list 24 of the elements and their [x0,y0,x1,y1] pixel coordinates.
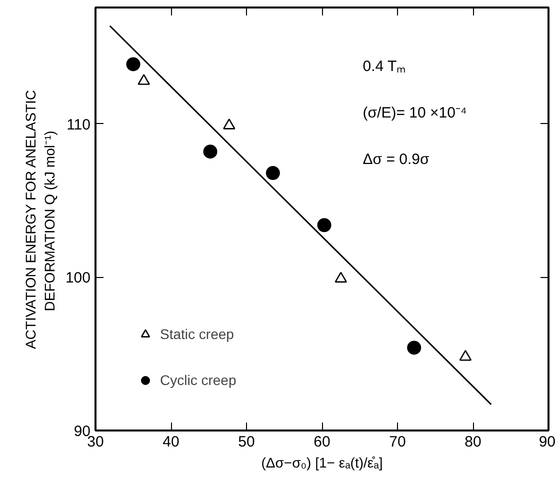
point [459,350,472,361]
legend-label: Static creep [160,326,234,342]
point [203,144,218,159]
x-tick-label: 60 [314,434,330,450]
y-axis-title: ACTIVATION ENERGY FOR ANELASTIC DEFORMATION Q (kJ mol⁻¹) [22,90,58,350]
annotation: Δσ = 0.9σ [362,151,430,168]
x-tick-label: 50 [238,434,255,450]
annotation: 0.4 Tₘ [362,58,406,76]
point [222,118,236,130]
point [407,340,422,355]
point [126,57,140,72]
y-tick-label: 100 [65,270,91,287]
annotation: (σ/E)= 10 ×10⁻⁴ [362,104,467,122]
point [138,74,150,85]
point [334,272,348,283]
x-tick-label: 40 [162,434,180,450]
legend-label: Cyclic creep [160,372,236,388]
point [317,218,332,232]
x-tick-label: 70 [389,434,406,450]
point [266,166,280,180]
x-axis-title: (Δσ−σ₀) [1− εₐ(t)/ε̊ₐ] [261,454,383,470]
y-tick-label: 110 [66,116,91,134]
x-tick-label: 80 [464,434,482,450]
x-tick-label: 90 [538,434,555,450]
